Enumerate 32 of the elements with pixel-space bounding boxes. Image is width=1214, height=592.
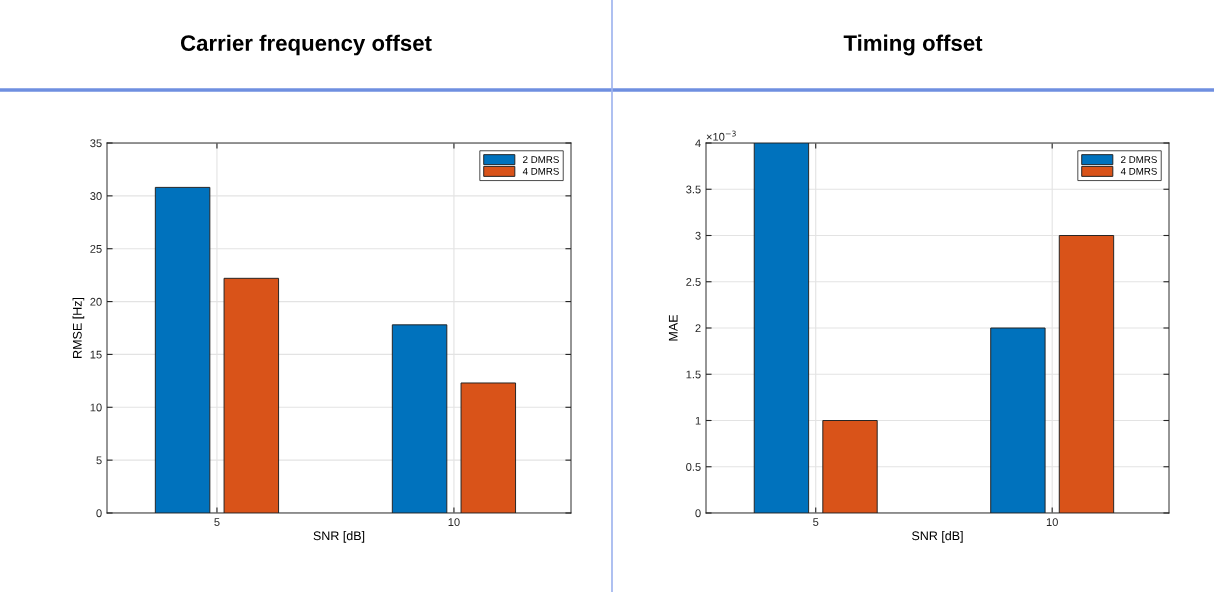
y-tick-label: 25 — [90, 244, 102, 253]
chart-title: Carrier frequency offset — [180, 34, 432, 56]
x-tick-label: 10 — [448, 518, 460, 527]
y-tick-label: 5 — [96, 456, 102, 465]
x-tick-label: 5 — [214, 518, 220, 527]
y-tick-label: 1.5 — [686, 370, 701, 379]
y-tick-label: 2 — [695, 324, 701, 333]
y-tick-label: 0.5 — [686, 463, 701, 471]
legend-label: 2 DMRS — [523, 156, 559, 164]
y-tick-label: 2.5 — [686, 278, 701, 286]
y-tick-label: 35 — [90, 139, 102, 148]
y-axis-title: RMSE [Hz] — [72, 297, 85, 358]
y-tick-label: 1 — [695, 416, 701, 425]
chart-title: Timing offset — [843, 34, 983, 56]
y-tick-label: 3.5 — [686, 185, 701, 194]
y-tick-label: 15 — [90, 350, 102, 359]
y-tick-label: 10 — [90, 403, 102, 412]
x-tick-label: 5 — [813, 518, 819, 527]
y-axis-title: MAE — [668, 314, 678, 341]
y-tick-label: 0 — [695, 509, 701, 518]
x-axis-title: SNR [dB] — [313, 531, 365, 543]
y-tick-label: 30 — [90, 192, 102, 200]
legend-label: 4 DMRS — [522, 167, 559, 175]
x-tick-label: 10 — [1046, 518, 1058, 527]
y-tick-label: 0 — [96, 509, 102, 518]
text: ×10$^{−3}$ — [706, 130, 736, 141]
y-tick-label: 20 — [90, 297, 102, 306]
x-axis-title: SNR [dB] — [912, 531, 963, 543]
y-tick-label: 3 — [695, 231, 701, 240]
y-tick-label: 4 — [695, 139, 701, 148]
legend-label: 2 DMRS — [1121, 156, 1157, 164]
legend-label: 4 DMRS — [1120, 167, 1157, 175]
